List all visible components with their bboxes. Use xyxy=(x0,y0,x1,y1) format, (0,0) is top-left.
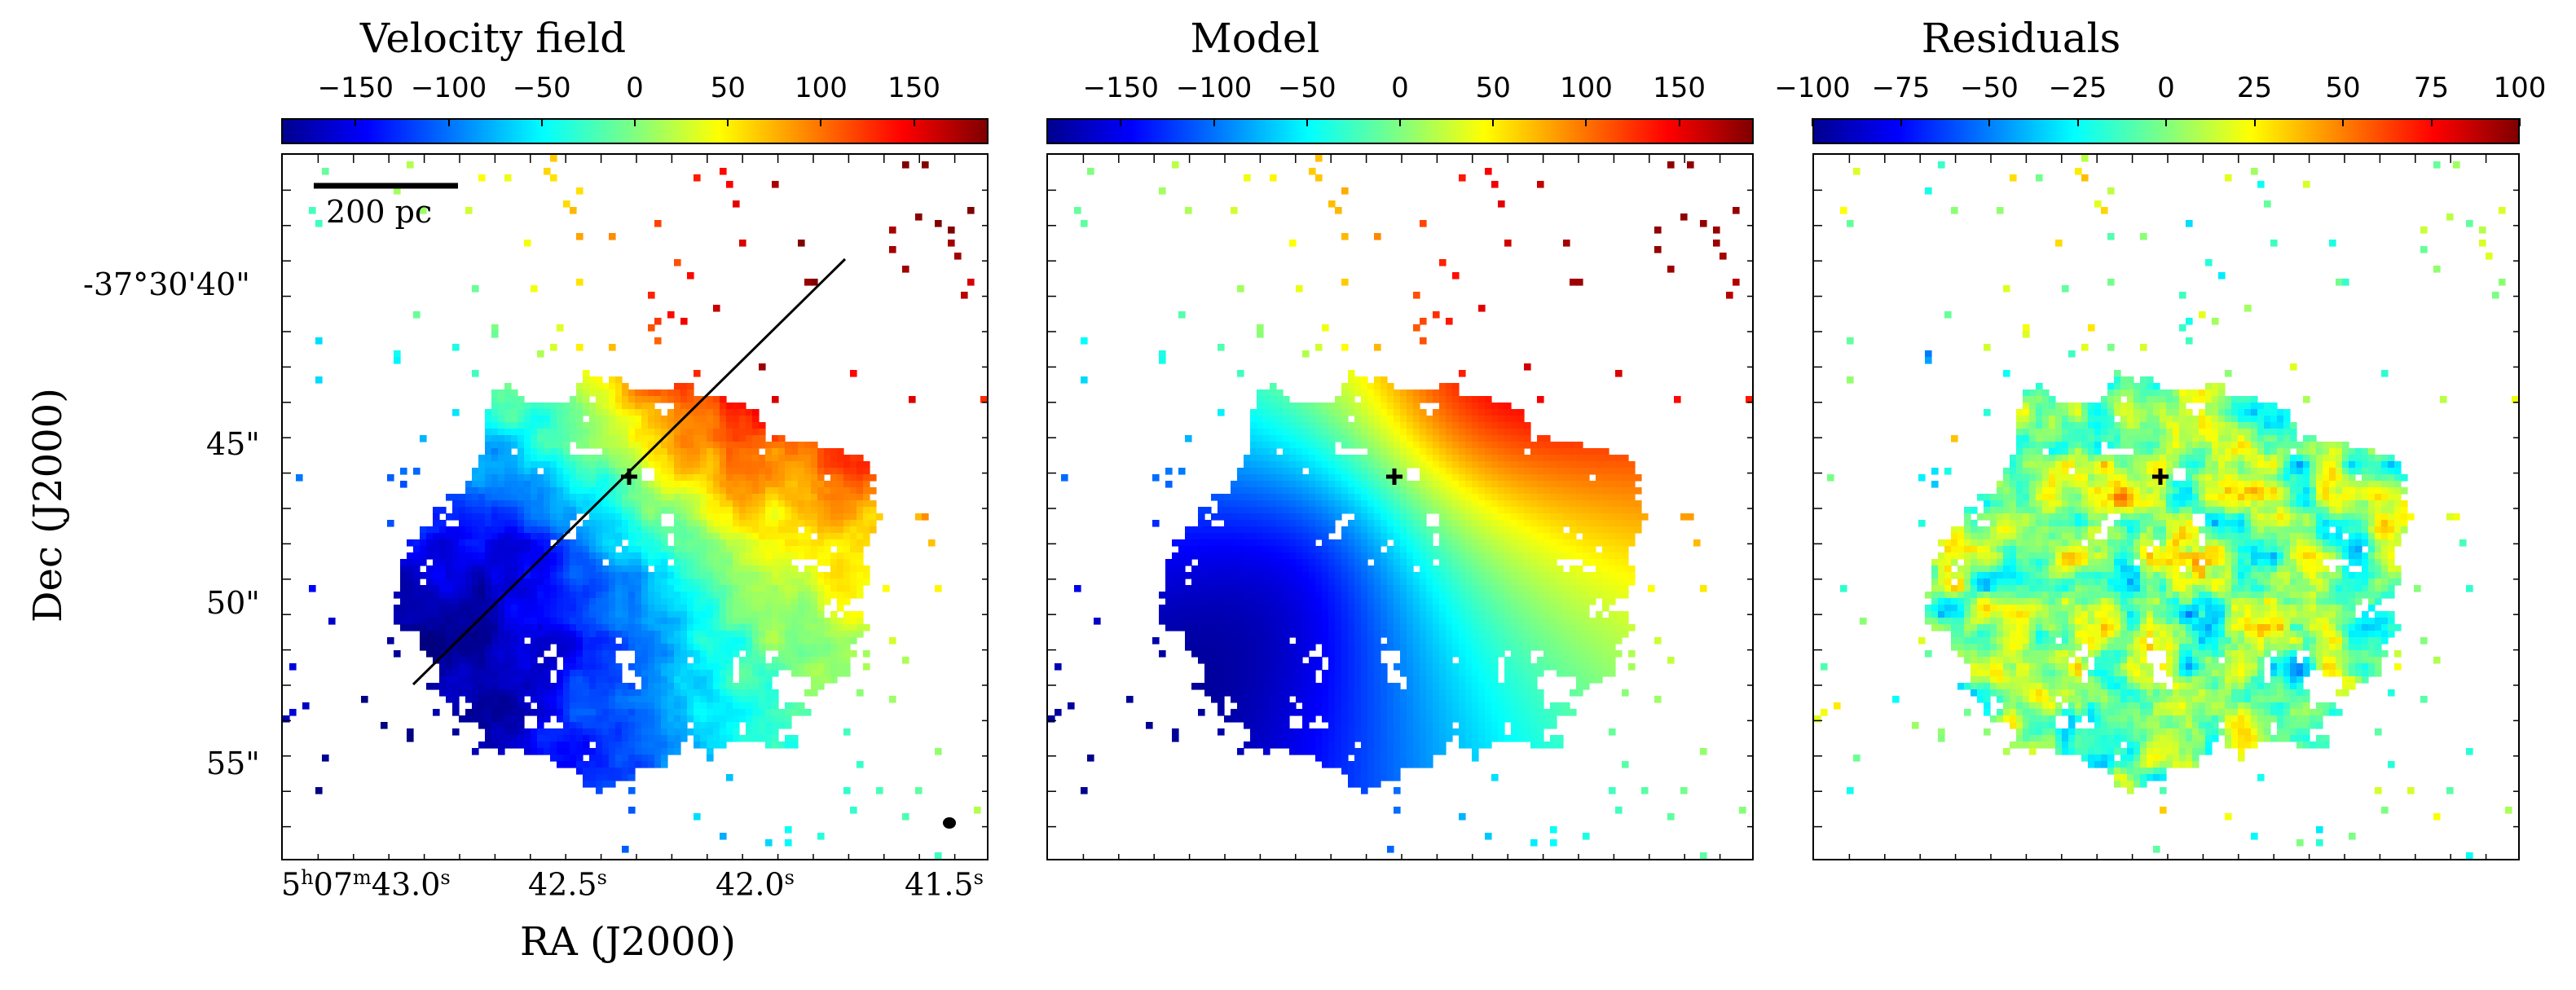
colorbar-tick xyxy=(1213,118,1215,126)
colorbar-tick xyxy=(2165,118,2167,126)
colorbar-tick-label: 50 xyxy=(2325,72,2361,104)
y-tick-label: 45" xyxy=(206,426,260,462)
colorbar-tick-label: 150 xyxy=(1653,72,1706,104)
colorbar-tick-label: 25 xyxy=(2236,72,2273,104)
center-cross-marker xyxy=(2152,469,2169,485)
colorbar-tick xyxy=(540,118,543,126)
colorbar-tick-label: −75 xyxy=(1871,72,1931,104)
colorbar-tick xyxy=(820,118,822,126)
colorbar-tick xyxy=(2342,118,2344,126)
colorbar-tick-label: 50 xyxy=(1475,72,1511,104)
colorbar-tick xyxy=(1492,118,1495,126)
colorbar-tick-label: 0 xyxy=(626,72,644,104)
colorbar-tick-label: 100 xyxy=(794,72,848,104)
model-image xyxy=(1048,155,1752,859)
colorbar-tick xyxy=(1900,118,1902,126)
center-cross-marker xyxy=(1386,469,1402,485)
residuals-map xyxy=(1812,153,2520,860)
y-tick-label: 55" xyxy=(206,746,260,781)
x-tick-label: 42.0s xyxy=(716,866,795,903)
colorbar-tick xyxy=(1306,118,1308,126)
y-axis-label: Dec (J2000) xyxy=(24,388,71,623)
colorbar-tick-label: 0 xyxy=(2157,72,2175,104)
colorbar-tick-label: −150 xyxy=(317,72,394,104)
colorbar-tick-label: −50 xyxy=(512,72,571,104)
colorbar-tick xyxy=(2519,118,2521,126)
model-map xyxy=(1046,153,1754,860)
panel-title-velocity: Velocity field xyxy=(359,15,627,62)
colorbar-tick-label: −100 xyxy=(1774,72,1851,104)
colorbar-tick-label: −100 xyxy=(410,72,487,104)
colorbar-tick xyxy=(1678,118,1680,126)
colorbar-tick xyxy=(2076,118,2079,126)
kinematic-axis-line xyxy=(412,257,847,686)
colorbar-tick-label: 100 xyxy=(2493,72,2547,104)
colorbar-tick-label: −100 xyxy=(1175,72,1253,104)
colorbar-tick-label: −25 xyxy=(2048,72,2107,104)
scalebar-label: 200 pc xyxy=(326,194,433,230)
colorbar-tick xyxy=(447,118,450,126)
colorbar-tick-label: −50 xyxy=(1277,72,1336,104)
panel-title-residuals: Residuals xyxy=(1921,15,2121,62)
x-axis-label: RA (J2000) xyxy=(520,919,736,965)
panel-title-model: Model xyxy=(1190,15,1320,62)
colorbar-tick xyxy=(634,118,636,126)
colorbar-tick xyxy=(1988,118,1990,126)
colorbar-tick xyxy=(2430,118,2433,126)
residuals-image xyxy=(1814,155,2518,859)
colorbar-tick-label: 50 xyxy=(710,72,746,104)
colorbar-tick-label: 100 xyxy=(1559,72,1613,104)
colorbar-tick xyxy=(913,118,915,126)
colorbar-tick xyxy=(1812,118,1813,126)
x-tick-label: 5h07m43.0s xyxy=(281,866,451,903)
colorbar-tick xyxy=(727,118,729,126)
y-tick-label: 50" xyxy=(206,585,260,621)
colorbar-tick xyxy=(1585,118,1587,126)
colorbar-tick xyxy=(1399,118,1401,126)
colorbar-tick-label: −150 xyxy=(1082,72,1160,104)
beam-ellipse xyxy=(943,817,956,829)
colorbar-tick-label: 150 xyxy=(887,72,941,104)
y-tick-label: -37°30'40" xyxy=(83,266,250,302)
x-tick-label: 41.5s xyxy=(905,866,984,903)
colorbar-tick-label: 75 xyxy=(2413,72,2450,104)
colorbar-tick-label: −50 xyxy=(1960,72,2019,104)
colorbar-tick-label: 0 xyxy=(1391,72,1409,104)
x-tick-label: 42.5s xyxy=(528,866,607,903)
colorbar-tick xyxy=(354,118,357,126)
velocity-field-map xyxy=(281,153,989,860)
velocity-field-image xyxy=(283,155,987,859)
colorbar-tick xyxy=(1120,118,1122,126)
colorbar-tick xyxy=(2253,118,2256,126)
